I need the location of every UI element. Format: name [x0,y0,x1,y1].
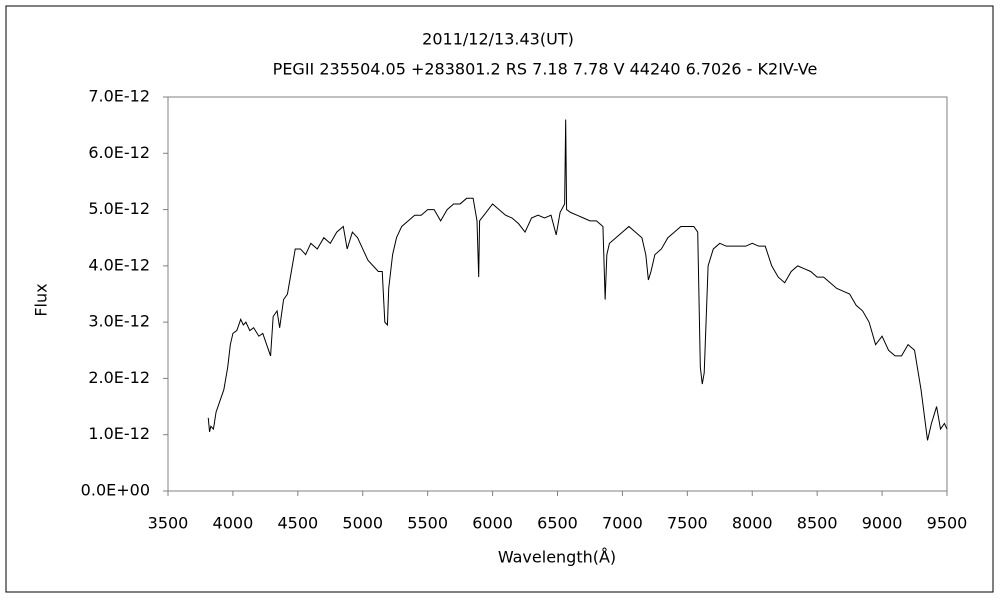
y-tick-label: 4.0E-12 [88,255,150,274]
x-tick-label: 6000 [472,514,513,533]
x-tick-label: 8000 [732,514,773,533]
chart-frame [5,5,994,593]
x-tick-label: 7500 [667,514,708,533]
y-tick-label: 6.0E-12 [88,143,150,162]
y-tick-label: 0.0E+00 [81,481,150,500]
x-tick-label: 5000 [342,514,383,533]
y-tick-label: 2.0E-12 [88,368,150,387]
x-tick-label: 7000 [602,514,643,533]
y-tick-label: 3.0E-12 [88,312,150,331]
x-tick-label: 9000 [862,514,903,533]
x-axis-label: Wavelength(Å) [498,548,616,567]
x-tick-label: 4000 [213,514,254,533]
chart-title: 2011/12/13.43(UT) [422,30,574,49]
y-tick-label: 7.0E-12 [88,87,150,106]
plot-area [167,96,948,492]
y-axis-label: Flux [32,283,51,316]
y-tick-label: 1.0E-12 [88,424,150,443]
chart-subtitle: PEGII 235504.05 +283801.2 RS 7.18 7.78 V… [273,60,818,79]
x-tick-label: 6500 [537,514,578,533]
x-tick-label: 4500 [277,514,318,533]
x-tick-label: 9500 [927,514,968,533]
spectrum-line [207,119,948,441]
x-tick-label: 8500 [797,514,838,533]
y-tick-label: 5.0E-12 [88,199,150,218]
x-tick-label: 3500 [148,514,189,533]
x-tick-label: 5500 [407,514,448,533]
